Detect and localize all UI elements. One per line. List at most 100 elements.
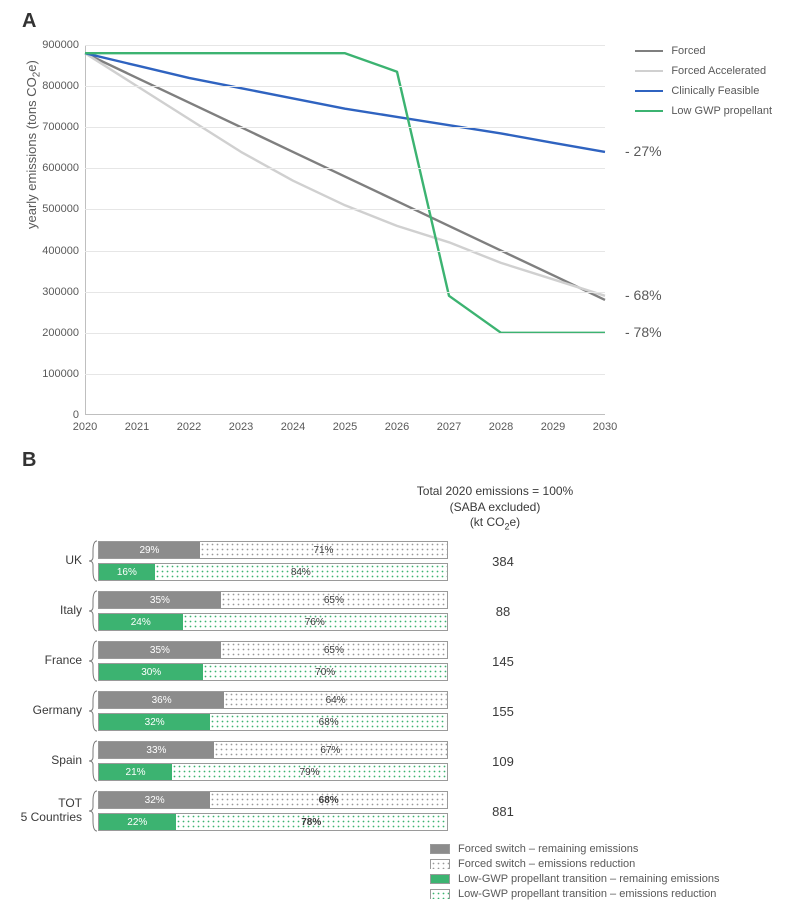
bar-stack: 36%64%32%68% — [98, 691, 448, 731]
legend-row: Low-GWP propellant transition – remainin… — [430, 873, 780, 885]
bar-stack: 29%71%16%84% — [98, 541, 448, 581]
x-tick-label: 2021 — [125, 415, 149, 433]
stacked-bar: 22%78% — [98, 813, 448, 831]
bar-seg-remaining: 35% — [99, 592, 221, 608]
stacked-bar: 32%68% — [98, 791, 448, 809]
gridline — [85, 374, 605, 375]
bar-seg-reduction: 67% — [214, 742, 447, 758]
country-bars: UK29%71%16%84%384Italy35%65%24%76%88Fran… — [10, 539, 780, 833]
stacked-bar: 16%84% — [98, 563, 448, 581]
panel-b-header: Total 2020 emissions = 100% (SABA exclud… — [390, 484, 600, 533]
bar-seg-remaining: 32% — [99, 714, 210, 730]
y-tick-label: 100000 — [42, 368, 85, 380]
legend-swatch — [635, 90, 663, 92]
header-line-2: (kt CO2e) — [390, 515, 600, 533]
gridline — [85, 251, 605, 252]
legend-label: Low-GWP propellant transition – remainin… — [458, 873, 719, 885]
bar-seg-reduction: 65% — [221, 592, 447, 608]
panel-a: yearly emissions (tons CO2e) 01000002000… — [10, 39, 780, 449]
panel-b-label: B — [22, 449, 787, 472]
stacked-bar: 30%70% — [98, 663, 448, 681]
bar-seg-reduction: 84% — [155, 564, 447, 580]
country-label: Germany — [10, 704, 88, 718]
end-annotation: - 27% — [625, 143, 662, 159]
header-line-1: (SABA excluded) — [390, 500, 600, 516]
line-chart-svg — [85, 45, 605, 415]
bar-seg-remaining: 33% — [99, 742, 214, 758]
legend-row: Forced switch – remaining emissions — [430, 843, 780, 855]
bar-stack: 32%68% 22%78% — [98, 791, 448, 831]
bar-seg-remaining: 32% — [99, 792, 210, 808]
brace-icon — [88, 639, 98, 683]
y-tick-label: 200000 — [42, 327, 85, 339]
country-label: TOT5 Countries — [10, 797, 88, 825]
x-tick-label: 2022 — [177, 415, 201, 433]
bar-seg-remaining: 24% — [99, 614, 183, 630]
line-chart-plot: 0100000200000300000400000500000600000700… — [85, 45, 605, 415]
country-row: Italy35%65%24%76%88 — [10, 589, 780, 633]
header-line-0: Total 2020 emissions = 100% — [390, 484, 600, 500]
x-tick-label: 2020 — [73, 415, 97, 433]
gridline — [85, 127, 605, 128]
country-label: Spain — [10, 754, 88, 768]
legend-row: Forced Accelerated — [635, 65, 772, 77]
country-row: France35%65%30%70%145 — [10, 639, 780, 683]
country-row: UK29%71%16%84%384 — [10, 539, 780, 583]
legend-label: Low-GWP propellant transition – emission… — [458, 888, 716, 900]
stacked-bar: 35%65% — [98, 591, 448, 609]
brace-icon — [88, 539, 98, 583]
line-chart-legend: Forced Forced Accelerated Clinically Feasi… — [635, 45, 772, 125]
x-tick-label: 2026 — [385, 415, 409, 433]
country-row: TOT5 Countries 32%68% 22%78%881 — [10, 789, 780, 833]
bar-seg-reduction: 64% — [224, 692, 447, 708]
bar-seg-reduction: 65% — [221, 642, 447, 658]
bar-seg-remaining: 22% — [99, 814, 176, 830]
country-label: Italy — [10, 604, 88, 618]
bar-seg-reduction: 71% — [200, 542, 447, 558]
gridline — [85, 86, 605, 87]
panel-b-legend: Forced switch – remaining emissions Force… — [430, 843, 780, 900]
legend-label: Forced switch – remaining emissions — [458, 843, 638, 855]
bar-seg-reduction: 78% — [176, 814, 447, 830]
country-row: Germany36%64%32%68%155 — [10, 689, 780, 733]
legend-row: Low GWP propellant — [635, 105, 772, 117]
stacked-bar: 21%79% — [98, 763, 448, 781]
y-tick-label: 900000 — [42, 39, 85, 51]
kt-value: 88 — [448, 604, 558, 619]
kt-value: 881 — [448, 804, 558, 819]
bar-seg-remaining: 21% — [99, 764, 172, 780]
legend-label: Forced — [671, 45, 705, 57]
y-tick-label: 800000 — [42, 80, 85, 92]
bar-seg-reduction: 70% — [203, 664, 447, 680]
legend-row: Low-GWP propellant transition – emission… — [430, 888, 780, 900]
bar-stack: 35%65%24%76% — [98, 591, 448, 631]
y-axis-title: yearly emissions (tons CO2e) — [24, 60, 43, 229]
bar-seg-reduction: 79% — [172, 764, 447, 780]
x-tick-label: 2024 — [281, 415, 305, 433]
legend-box — [430, 859, 450, 869]
legend-label: Clinically Feasible — [671, 85, 759, 97]
panel-a-label: A — [22, 10, 787, 33]
legend-label: Forced switch – emissions reduction — [458, 858, 635, 870]
y-tick-label: 500000 — [42, 203, 85, 215]
brace-icon — [88, 589, 98, 633]
gridline — [85, 209, 605, 210]
legend-label: Forced Accelerated — [671, 65, 766, 77]
y-tick-label: 300000 — [42, 286, 85, 298]
y-tick-label: 600000 — [42, 162, 85, 174]
bar-seg-remaining: 36% — [99, 692, 224, 708]
bar-seg-remaining: 30% — [99, 664, 203, 680]
brace-icon — [88, 739, 98, 783]
stacked-bar: 35%65% — [98, 641, 448, 659]
panel-b: Total 2020 emissions = 100% (SABA exclud… — [10, 484, 780, 900]
legend-swatch — [635, 50, 663, 52]
series-line — [85, 53, 605, 300]
x-tick-label: 2028 — [489, 415, 513, 433]
kt-value: 155 — [448, 704, 558, 719]
kt-value: 109 — [448, 754, 558, 769]
gridline — [85, 333, 605, 334]
legend-swatch — [635, 70, 663, 72]
country-label: France — [10, 654, 88, 668]
end-annotation: - 68% — [625, 287, 662, 303]
end-annotation: - 78% — [625, 324, 662, 340]
